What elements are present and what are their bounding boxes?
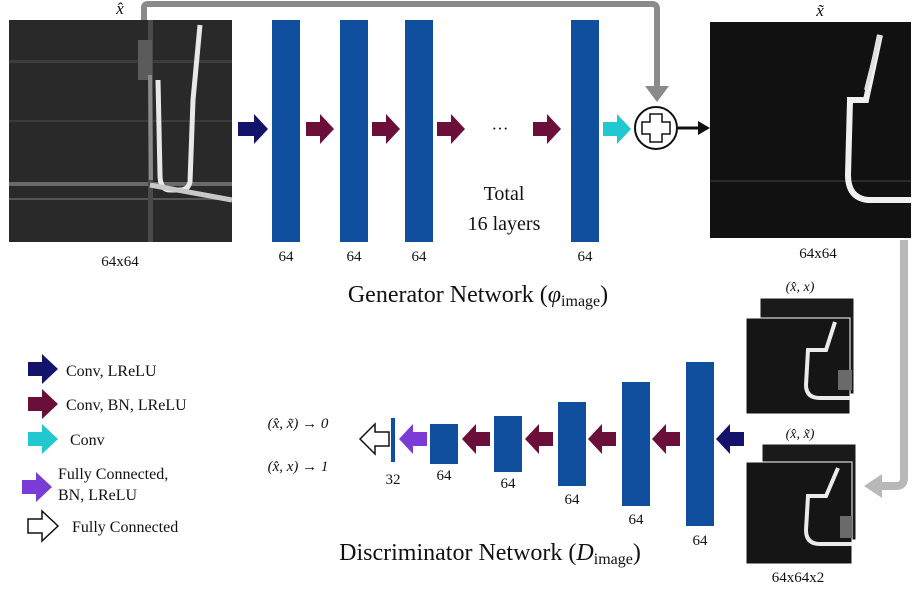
- legend-conv-icon: [28, 424, 58, 454]
- arrow-conv-bn-lrelu-3: [437, 114, 465, 144]
- output-fake-label: (x̂, x̃) → 0: [268, 416, 329, 432]
- generator-layer-4: [571, 20, 599, 242]
- input-symbol: x̂: [115, 0, 124, 18]
- discriminator-layer-label: 32: [386, 472, 401, 488]
- arrow-conv-final: [603, 114, 631, 144]
- total-layers-line1: Total: [484, 183, 525, 205]
- discriminator-layer-label: 64: [565, 492, 581, 508]
- generator-layer-label: 64: [412, 249, 428, 265]
- output-symbol: x̃: [815, 1, 824, 20]
- arrow-fully-connected-bn-lrelu: [399, 424, 427, 454]
- output-real-label: (x̂, x) → 1: [268, 459, 329, 475]
- generator-layer-1: [272, 20, 300, 242]
- discriminator-layer-fc: [391, 418, 395, 462]
- generator-layer-2: [340, 20, 368, 242]
- fake-pair-label: (x̂, x̃): [786, 427, 815, 442]
- discriminator-layer-1: [686, 362, 714, 526]
- arrow-conv-bn-lrelu-2: [372, 114, 400, 144]
- generator-title: Generator Network (φimage): [348, 282, 608, 310]
- fake-pair-image: [745, 443, 857, 565]
- discriminator-layer-label: 64: [437, 468, 453, 484]
- sum-node-icon: [634, 106, 678, 150]
- legend-conv-lrelu-icon: [28, 354, 58, 384]
- total-layers-line2: 16 layers: [468, 213, 541, 235]
- generator-to-discriminator-arrowhead: [864, 474, 882, 498]
- discriminator-layer-4: [494, 416, 522, 472]
- generator-to-discriminator-arrow: [880, 240, 908, 490]
- arrow-conv-lrelu-generator: [238, 114, 268, 144]
- ellipsis: ···: [492, 119, 509, 138]
- legend-label: Fully Connected: [72, 519, 178, 536]
- arrow-conv-bn-lrelu-d3: [525, 424, 553, 454]
- legend-label: Conv: [70, 432, 105, 449]
- arrow-conv-bn-lrelu-d4: [462, 424, 490, 454]
- discriminator-layer-label: 64: [693, 533, 709, 549]
- discriminator-layer-5: [430, 424, 458, 464]
- discriminator-layer-label: 64: [629, 512, 645, 528]
- legend-fully-connected-bn-lrelu-icon: [22, 472, 52, 502]
- skip-connection: [141, 1, 660, 88]
- real-pair-label: (x̂, x): [786, 280, 815, 295]
- legend-label: Fully Connected,: [58, 466, 168, 483]
- input-image: [9, 20, 233, 242]
- legend-fully-connected-icon: [27, 509, 60, 543]
- input-size-label: 64x64: [101, 254, 139, 270]
- discriminator-layer-label: 64: [501, 476, 517, 492]
- output-arrowhead: [698, 121, 710, 135]
- discriminator-title: Discriminator Network (Dimage): [339, 540, 641, 568]
- output-size-label: 64x64: [799, 246, 837, 262]
- generator-layer-label: 64: [347, 249, 363, 265]
- arrow-conv-bn-lrelu-d1: [652, 424, 680, 454]
- discriminator-layer-3: [558, 402, 586, 486]
- skip-connection-arrowhead: [645, 86, 669, 102]
- arrow-conv-bn-lrelu-4: [533, 114, 561, 144]
- legend-label: BN, LReLU: [58, 487, 138, 504]
- legend-conv-bn-lrelu-icon: [28, 389, 58, 419]
- generator-layer-label: 64: [578, 249, 594, 265]
- legend-label: Conv, LReLU: [66, 363, 157, 380]
- pair-size-label: 64x64x2: [772, 570, 825, 586]
- legend-label: Conv, BN, LReLU: [66, 397, 187, 414]
- real-pair-image: [745, 297, 855, 415]
- discriminator-layer-2: [622, 382, 650, 506]
- generator-layer-3: [405, 20, 433, 242]
- arrow-conv-bn-lrelu-1: [306, 114, 334, 144]
- output-image: [710, 22, 911, 238]
- arrow-fully-connected: [358, 422, 390, 456]
- arrow-conv-bn-lrelu-d2: [588, 424, 616, 454]
- generator-layer-label: 64: [279, 249, 295, 265]
- arrow-conv-lrelu-discriminator: [716, 424, 744, 454]
